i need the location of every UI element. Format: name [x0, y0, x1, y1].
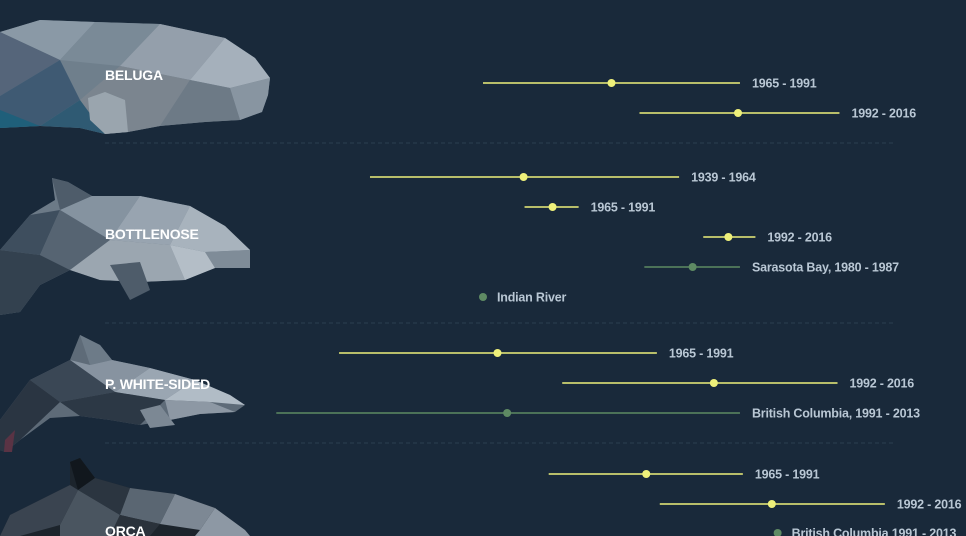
range-label: 1939 - 1964 — [691, 171, 756, 185]
range-label: Indian River — [497, 291, 566, 305]
range-label: British Columbia, 1991 - 2013 — [752, 407, 920, 421]
animal-illustrations — [0, 20, 270, 536]
range-row: British Columbia, 1991 - 2013 — [276, 407, 920, 421]
species-label: P. WHITE-SIDED — [105, 376, 210, 392]
orca-whale-icon — [0, 458, 250, 536]
range-label: 1992 - 2016 — [851, 107, 916, 121]
range-label: Sarasota Bay, 1980 - 1987 — [752, 261, 899, 275]
species-label: BELUGA — [105, 67, 163, 83]
median-dot — [493, 349, 502, 357]
range-row: 1965 - 1991 — [548, 468, 820, 482]
range-row: Indian River — [479, 291, 567, 305]
range-row: 1939 - 1964 — [369, 171, 756, 185]
range-label: 1965 - 1991 — [669, 347, 734, 361]
median-dot — [724, 233, 733, 241]
species-label: BOTTLENOSE — [105, 226, 199, 242]
range-label: 1965 - 1991 — [755, 468, 820, 482]
range-row: 1992 - 2016 — [659, 498, 962, 512]
range-row: 1992 - 2016 — [562, 377, 914, 391]
bottlenose-dolphin-icon — [0, 178, 250, 315]
group-dividers — [105, 142, 895, 444]
median-dot — [519, 173, 528, 181]
range-row: 1965 - 1991 — [524, 201, 656, 215]
range-label: 1965 - 1991 — [752, 77, 817, 91]
median-dot — [548, 203, 557, 211]
pacific-white-sided-dolphin-icon — [0, 335, 245, 452]
species-label: ORCA — [105, 523, 146, 536]
range-row: 1965 - 1991 — [483, 77, 817, 91]
median-dot — [688, 263, 697, 271]
range-row: 1992 - 2016 — [639, 107, 916, 121]
range-row: Sarasota Bay, 1980 - 1987 — [644, 261, 899, 275]
range-rows: 1965 - 1991 1992 - 2016 1939 - 1964 1965 - … — [276, 77, 962, 536]
median-dot — [479, 293, 487, 301]
range-label: 1992 - 2016 — [897, 498, 962, 512]
range-label: 1965 - 1991 — [591, 201, 656, 215]
median-dot — [607, 79, 616, 87]
range-row: 1992 - 2016 — [703, 231, 832, 245]
median-dot — [767, 500, 776, 508]
species-labels: BELUGA BOTTLENOSE P. WHITE-SIDED ORCA — [105, 67, 210, 536]
range-row: British Columbia 1991 - 2013 — [773, 527, 957, 536]
median-dot — [773, 529, 782, 536]
median-dot — [642, 470, 651, 478]
median-dot — [709, 379, 718, 387]
beluga-whale-icon — [0, 20, 270, 134]
range-label: 1992 - 2016 — [767, 231, 832, 245]
median-dot — [503, 409, 512, 417]
median-dot — [734, 109, 743, 117]
range-label: 1992 - 2016 — [850, 377, 915, 391]
range-row: 1965 - 1991 — [339, 347, 734, 361]
range-label: British Columbia 1991 - 2013 — [792, 527, 957, 536]
